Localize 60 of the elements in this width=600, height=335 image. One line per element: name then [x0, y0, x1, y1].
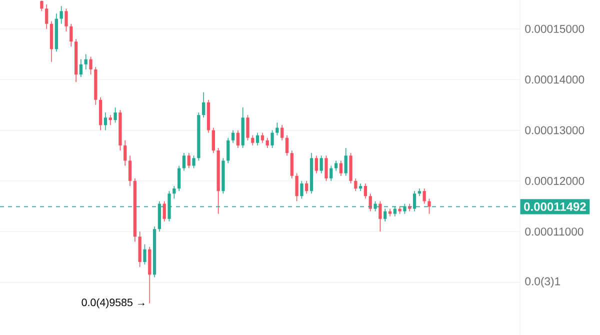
candlestick [231, 130, 235, 144]
candlestick [192, 155, 196, 169]
y-tick-label: 0.00011000 [525, 228, 584, 236]
candlestick [212, 127, 215, 154]
candlestick [177, 165, 181, 192]
candlestick [128, 155, 132, 186]
candlestick [334, 160, 338, 172]
annotation: 0.0(4)9585 → [82, 298, 144, 308]
candlestick [172, 186, 176, 200]
candlestick [89, 56, 92, 75]
candlestick [40, 0, 44, 12]
candlestick [84, 54, 88, 70]
candlestick [182, 152, 186, 172]
candlestick [314, 155, 318, 174]
y-tick-label: 0.00014000 [525, 76, 584, 84]
candlestick [226, 137, 230, 164]
y-tick-label: 0.0(3)1 [525, 276, 560, 288]
candlestick [114, 107, 117, 124]
candlestick [378, 200, 382, 232]
candlestick [162, 200, 166, 222]
candlestick [124, 140, 127, 166]
candlestick [246, 114, 250, 141]
candlestick [368, 193, 372, 212]
candlestick [305, 180, 308, 194]
candlestick [70, 23, 73, 48]
candlestick [202, 92, 206, 118]
candlestick [364, 183, 368, 200]
candlestick [428, 198, 431, 214]
candlestick [285, 134, 289, 156]
candlestick [236, 130, 240, 148]
y-tick-label: 0.00013000 [525, 126, 584, 134]
candlestick [280, 124, 284, 141]
candlestick [251, 134, 254, 146]
candlestick [320, 155, 323, 174]
candlestick [276, 122, 279, 136]
y-tick-label: 0.00015000 [525, 24, 584, 33]
ref-line-label: 0.00011492 [524, 202, 586, 211]
candlestick [187, 152, 190, 169]
candlestick [422, 188, 426, 204]
candlestick [384, 208, 387, 222]
candlestick [354, 178, 358, 192]
candlestick [256, 132, 260, 146]
candlestick [64, 8, 68, 32]
candlestick [339, 160, 343, 176]
candlestick [295, 172, 298, 202]
candlestick [79, 58, 83, 78]
candlestick [300, 180, 304, 200]
candlestick [290, 150, 294, 179]
candlestick [266, 137, 269, 148]
candlestick [108, 114, 112, 126]
y-tick-label: 0.00012000 [525, 176, 584, 185]
candlestick [260, 132, 264, 144]
candlestick [60, 6, 63, 24]
candlestick [330, 165, 333, 182]
candlestick [45, 4, 48, 30]
candlestick [270, 130, 274, 148]
candlestick [344, 148, 348, 176]
candlestick [104, 112, 108, 131]
candlestick [324, 155, 328, 182]
candlestick [143, 244, 146, 265]
